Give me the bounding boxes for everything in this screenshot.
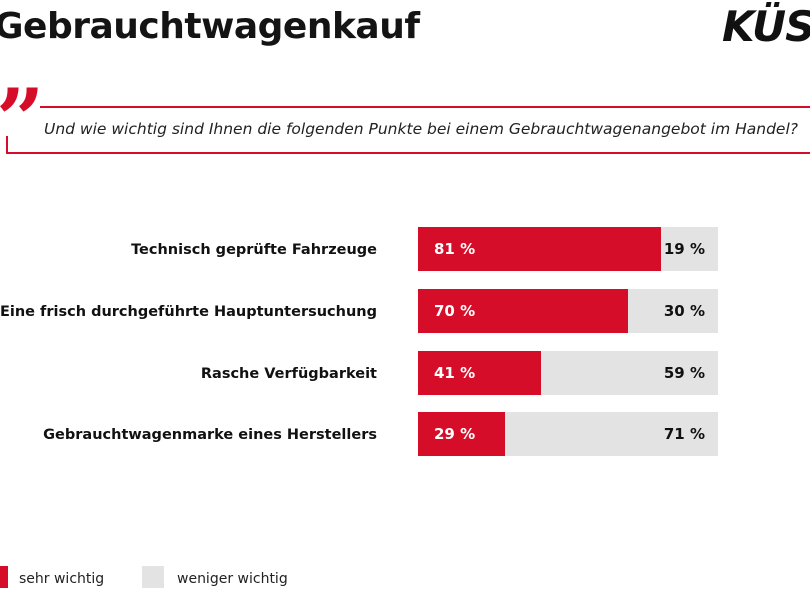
bar-sehr-wichtig (418, 351, 541, 395)
category-label: Rasche Verfügbarkeit (201, 366, 377, 382)
bar-weniger-wichtig (541, 351, 718, 395)
bar-sehr-wichtig (418, 289, 628, 333)
legend-swatch-sehr-wichtig (0, 566, 8, 588)
data-label-sehr-wichtig: 41 % (434, 364, 475, 382)
bar-weniger-wichtig (628, 289, 718, 333)
legend-swatch-weniger-wichtig (142, 566, 164, 588)
category-label: Gebrauchtwagenmarke eines Herstellers (43, 427, 377, 443)
quote-frame-top (40, 106, 810, 108)
data-label-sehr-wichtig: 81 % (434, 240, 475, 258)
category-label: Eine frisch durchgeführte Hauptuntersuch… (0, 304, 377, 320)
category-label: Technisch geprüfte Fahrzeuge (131, 242, 377, 258)
data-label-weniger-wichtig: 19 % (664, 240, 705, 258)
data-label-weniger-wichtig: 59 % (664, 364, 705, 382)
legend-label-weniger-wichtig: weniger wichtig (177, 571, 288, 587)
data-label-weniger-wichtig: 30 % (664, 302, 705, 320)
legend-label-sehr-wichtig: sehr wichtig (19, 571, 104, 587)
bar-sehr-wichtig (418, 227, 661, 271)
brand-logo: KÜS (722, 2, 810, 51)
survey-question: Und wie wichtig sind Ihnen die folgenden… (44, 120, 798, 138)
bar-sehr-wichtig (418, 412, 505, 456)
quote-frame-left (6, 136, 8, 154)
data-label-weniger-wichtig: 71 % (664, 425, 705, 443)
bar-weniger-wichtig (505, 412, 718, 456)
data-label-sehr-wichtig: 29 % (434, 425, 475, 443)
quote-frame-bottom (8, 152, 810, 154)
bar-weniger-wichtig (661, 227, 718, 271)
data-label-sehr-wichtig: 70 % (434, 302, 475, 320)
page-title: Gebrauchtwagenkauf (0, 6, 420, 47)
